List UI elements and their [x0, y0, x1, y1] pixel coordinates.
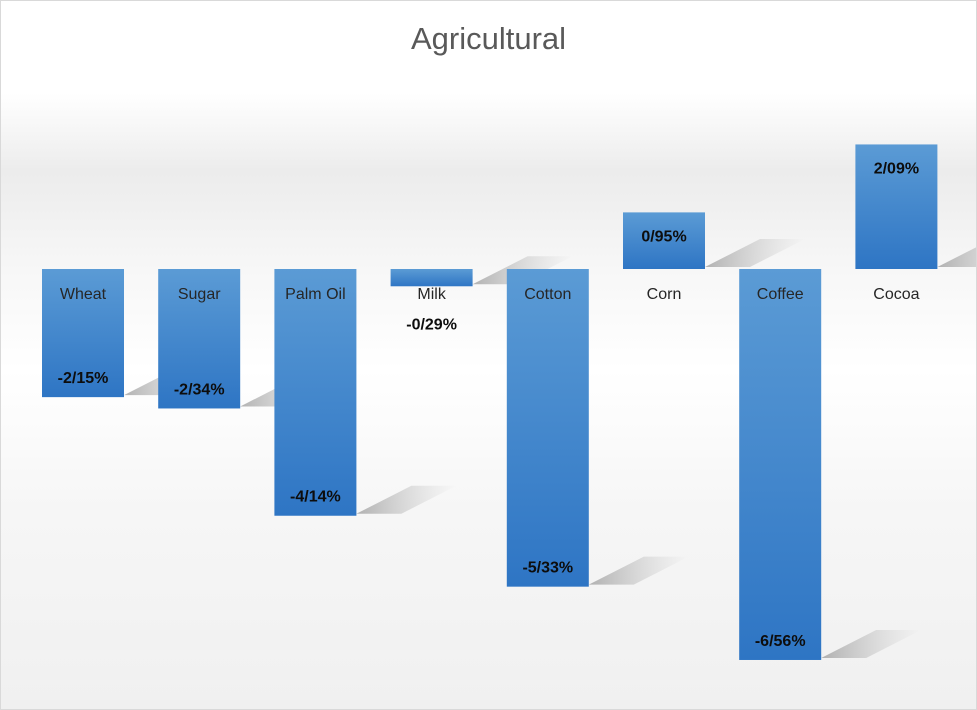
- category-label: Sugar: [178, 286, 221, 303]
- category-label: Milk: [417, 286, 446, 303]
- category-label: Palm Oil: [285, 286, 345, 303]
- bar-cotton: [506, 269, 589, 587]
- data-labels: -2/15% -2/34% -4/14% -0/29% -5/33% 0/95% -6/56…: [58, 160, 919, 650]
- chart-title: Agricultural: [410, 21, 567, 56]
- bar-shadow-palm-oil: [356, 485, 457, 514]
- category-label: Cocoa: [873, 286, 919, 303]
- bar-shadow-cocoa: [937, 247, 976, 267]
- data-label: -4/14%: [290, 489, 341, 506]
- bar-corn: [623, 212, 705, 269]
- data-label: -2/15%: [58, 370, 109, 387]
- bar-cocoa: [855, 144, 938, 269]
- data-label: -2/34%: [174, 381, 225, 398]
- category-label: Wheat: [60, 286, 107, 303]
- data-label: -0/29%: [406, 316, 457, 333]
- data-label: -5/33%: [522, 560, 573, 577]
- data-label: 0/95%: [641, 228, 686, 245]
- category-labels: Wheat Sugar Palm Oil Milk Cotton Corn Coffee Co…: [60, 286, 920, 303]
- bars: [42, 144, 938, 660]
- bar-shadow-coffee: [821, 629, 922, 658]
- bar-palm-oil: [274, 269, 357, 516]
- bar-sugar: [158, 269, 241, 409]
- category-label: Corn: [647, 286, 682, 303]
- bar-shadow-corn: [705, 239, 805, 267]
- category-label: Coffee: [757, 286, 804, 303]
- bar-coffee: [739, 269, 822, 660]
- bar-shadow-cotton: [588, 556, 689, 585]
- bar-wheat: [42, 269, 124, 398]
- data-label: 2/09%: [874, 160, 919, 177]
- category-label: Cotton: [524, 286, 571, 303]
- bar-milk: [390, 269, 473, 287]
- data-label: -6/56%: [755, 633, 806, 650]
